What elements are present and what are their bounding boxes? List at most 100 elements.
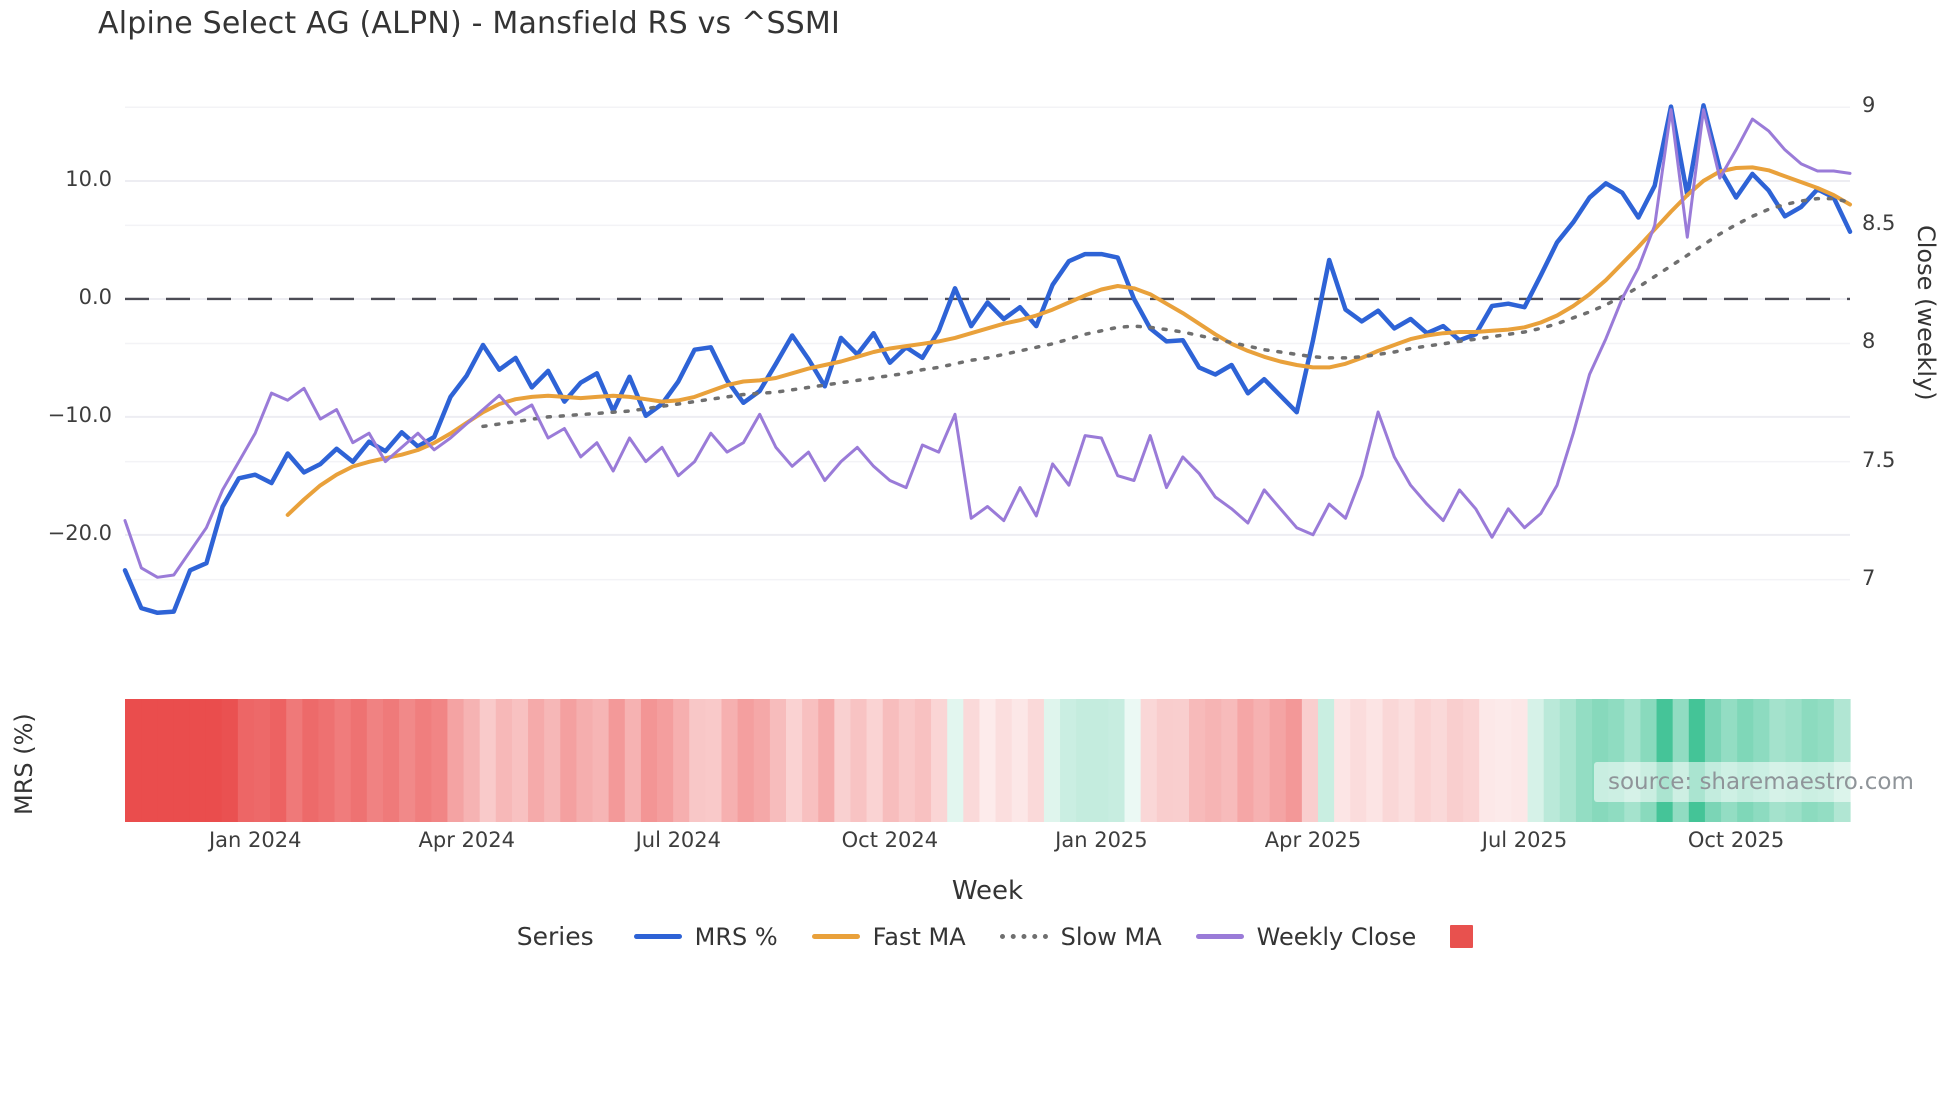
legend-item-label: Weekly Close bbox=[1256, 922, 1417, 951]
heatmap-cell bbox=[1398, 699, 1416, 822]
heatmap-cell bbox=[737, 699, 755, 822]
right-axis-title: Close (weekly) bbox=[1912, 225, 1940, 401]
heatmap-cell bbox=[1430, 699, 1448, 822]
heatmap-cell bbox=[1624, 699, 1642, 822]
heatmap-cell bbox=[963, 699, 981, 822]
slow-ma-line-swatch-icon bbox=[999, 934, 1048, 939]
legend-item-weekly-close[interactable]: Weekly Close bbox=[1195, 922, 1417, 951]
heatmap-cell bbox=[576, 699, 594, 822]
heatmap-cell bbox=[173, 699, 191, 822]
heatmap-cell bbox=[189, 699, 207, 822]
heatmap-cell bbox=[1704, 699, 1722, 822]
heatmap-cell bbox=[995, 699, 1013, 822]
heatmap-swatch-icon bbox=[1450, 925, 1474, 948]
heatmap-cell bbox=[1334, 699, 1351, 822]
heatmap-cell bbox=[657, 699, 674, 822]
legend-item-label: Fast MA bbox=[872, 922, 966, 951]
heatmap-cell bbox=[1011, 699, 1029, 822]
heatmap-cell bbox=[1076, 699, 1093, 822]
heatmap-cell bbox=[1156, 699, 1174, 822]
legend-item-fast-ma[interactable]: Fast MA bbox=[811, 922, 966, 951]
y-tick-label-left: 10.0 bbox=[65, 166, 112, 191]
heatmap-cell bbox=[399, 699, 416, 822]
heatmap-cell bbox=[415, 699, 432, 822]
heatmap-cell bbox=[511, 699, 529, 822]
heatmap-cell bbox=[1833, 699, 1851, 822]
heatmap-cell bbox=[608, 699, 626, 822]
heatmap-cell bbox=[1801, 699, 1819, 822]
heatmap-cell bbox=[1817, 699, 1835, 822]
heatmap-cell bbox=[1575, 699, 1593, 822]
heatmap-cell bbox=[624, 699, 642, 822]
heatmap-cell bbox=[1285, 699, 1303, 822]
heatmap-cell bbox=[1511, 699, 1529, 822]
heatmap-cell bbox=[270, 699, 287, 822]
heatmap-cell bbox=[253, 699, 271, 822]
heatmap-cell bbox=[237, 699, 255, 822]
heatmap-cell bbox=[1172, 699, 1190, 822]
heatmap-cell bbox=[1060, 699, 1077, 822]
heatmap-cell bbox=[1527, 699, 1545, 822]
mrs-line-swatch-icon bbox=[633, 934, 682, 939]
heatmap-cell bbox=[1495, 699, 1513, 822]
heatmap-cell bbox=[882, 699, 900, 822]
weekly-close-line bbox=[123, 108, 1852, 579]
heatmap-cell bbox=[141, 699, 158, 822]
legend-item-mrs[interactable]: MRS % bbox=[633, 922, 778, 951]
heatmap-cell bbox=[1269, 699, 1287, 822]
legend-item-heatmap[interactable] bbox=[1450, 925, 1474, 948]
heatmap-cell bbox=[447, 699, 465, 822]
heatmap-cell bbox=[221, 699, 239, 822]
legend-item-slow-ma[interactable]: Slow MA bbox=[999, 923, 1162, 951]
heatmap-cell bbox=[689, 699, 706, 822]
heatmap-cell bbox=[1382, 699, 1400, 822]
y-tick-label-right: 8 bbox=[1862, 329, 1876, 354]
y-tick-label-right: 7.5 bbox=[1862, 447, 1896, 472]
heatmap-cell bbox=[979, 699, 997, 822]
heatmap-cell bbox=[866, 699, 884, 822]
x-tick-label: Oct 2024 bbox=[841, 828, 939, 852]
heatmap-cell bbox=[1092, 699, 1110, 822]
heatmap-cell bbox=[1592, 699, 1609, 822]
heatmap-cell bbox=[1688, 699, 1706, 822]
heatmap-cell bbox=[431, 699, 449, 822]
heatmap-cell bbox=[931, 699, 948, 822]
heatmap-cell bbox=[834, 699, 852, 822]
source-text: source: sharemaestro.com bbox=[1608, 769, 1914, 795]
heatmap-cell bbox=[802, 699, 819, 822]
heatmap-cell bbox=[1237, 699, 1255, 822]
heatmap-cell bbox=[1317, 699, 1335, 822]
legend-title: Series bbox=[516, 922, 594, 951]
mrs--line bbox=[122, 103, 1853, 616]
heatmap-cell bbox=[495, 699, 513, 822]
fast-ma-line-swatch-icon bbox=[811, 934, 860, 939]
weekly-close-line-swatch-icon bbox=[1195, 934, 1244, 939]
heatmap-cell bbox=[302, 699, 320, 822]
heatmap-cell bbox=[1543, 699, 1561, 822]
heatmap-cell bbox=[1027, 699, 1045, 822]
x-tick-label: Oct 2025 bbox=[1687, 828, 1785, 852]
heatmap-cell bbox=[1640, 699, 1658, 822]
heatmap-cell bbox=[560, 699, 577, 822]
y-tick-label-right: 9 bbox=[1862, 93, 1876, 118]
heatmap-cell bbox=[479, 699, 497, 822]
heatmap-cell bbox=[592, 699, 610, 822]
heatmap-cell bbox=[721, 699, 739, 822]
source-watermark: source: sharemaestro.com bbox=[1594, 762, 1928, 802]
heatmap-cell bbox=[1769, 699, 1787, 822]
heatmap-cell bbox=[125, 699, 142, 822]
heatmap-cell bbox=[1043, 699, 1061, 822]
y-tick-label-left: −10.0 bbox=[47, 402, 112, 427]
legend-item-label: MRS % bbox=[694, 922, 778, 951]
x-tick-label: Jan 2025 bbox=[1055, 828, 1148, 852]
heatmap-cell bbox=[785, 699, 803, 822]
heatmap-cell bbox=[1221, 699, 1238, 822]
heatmap-cell bbox=[544, 699, 561, 822]
x-axis-title: Week bbox=[951, 876, 1024, 906]
heatmap-cell bbox=[1463, 699, 1480, 822]
heatmap-cell bbox=[818, 699, 835, 822]
heatmap-cell bbox=[463, 699, 481, 822]
heatmap-cell bbox=[898, 699, 916, 822]
legend: Series MRS % Fast MA Slow MA Weekly Clos… bbox=[0, 922, 1960, 951]
